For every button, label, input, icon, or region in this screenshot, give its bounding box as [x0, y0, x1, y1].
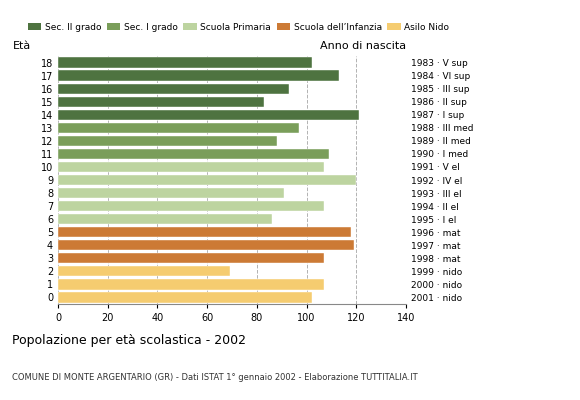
Bar [58, 279, 324, 290]
Bar [58, 253, 324, 264]
Legend: Sec. II grado, Sec. I grado, Scuola Primaria, Scuola dell’Infanzia, Asilo Nido: Sec. II grado, Sec. I grado, Scuola Prim… [28, 23, 449, 32]
Text: Età: Età [13, 41, 31, 51]
Bar [58, 188, 284, 198]
Bar [58, 292, 311, 302]
Bar [58, 84, 289, 94]
Bar [58, 266, 230, 276]
Bar [58, 201, 324, 211]
Bar [58, 58, 311, 68]
Text: COMUNE DI MONTE ARGENTARIO (GR) - Dati ISTAT 1° gennaio 2002 - Elaborazione TUTT: COMUNE DI MONTE ARGENTARIO (GR) - Dati I… [12, 373, 417, 382]
Bar [58, 240, 354, 250]
Bar [58, 136, 277, 146]
Text: Anno di nascita: Anno di nascita [320, 41, 406, 51]
Bar [58, 70, 339, 81]
Text: Popolazione per età scolastica - 2002: Popolazione per età scolastica - 2002 [12, 334, 245, 347]
Bar [58, 149, 329, 159]
Bar [58, 214, 272, 224]
Bar [58, 110, 359, 120]
Bar [58, 227, 351, 237]
Bar [58, 96, 264, 107]
Bar [58, 123, 299, 133]
Bar [58, 175, 356, 185]
Bar [58, 162, 324, 172]
